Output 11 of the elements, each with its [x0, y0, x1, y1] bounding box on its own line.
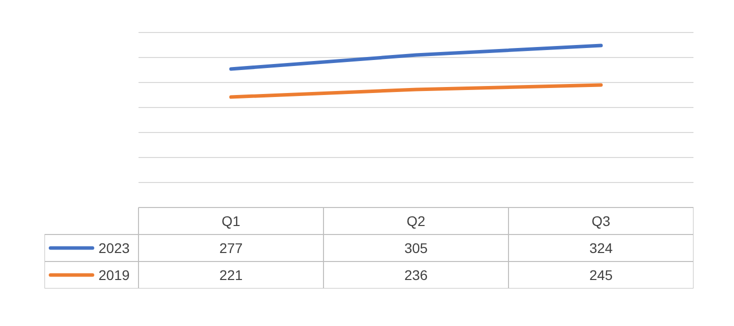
legend-label: 2019	[98, 267, 130, 283]
data-label: 305	[404, 240, 428, 256]
data-label: 221	[219, 267, 243, 283]
data-label: 324	[589, 240, 613, 256]
data-label: 245	[589, 267, 613, 283]
x-tick-label: Q3	[592, 213, 611, 229]
data-label: 236	[404, 267, 428, 283]
x-tick-label: Q1	[222, 213, 241, 229]
x-tick-label: Q2	[406, 213, 426, 229]
legend-label: 2023	[98, 240, 130, 256]
data-label: 277	[219, 240, 243, 256]
